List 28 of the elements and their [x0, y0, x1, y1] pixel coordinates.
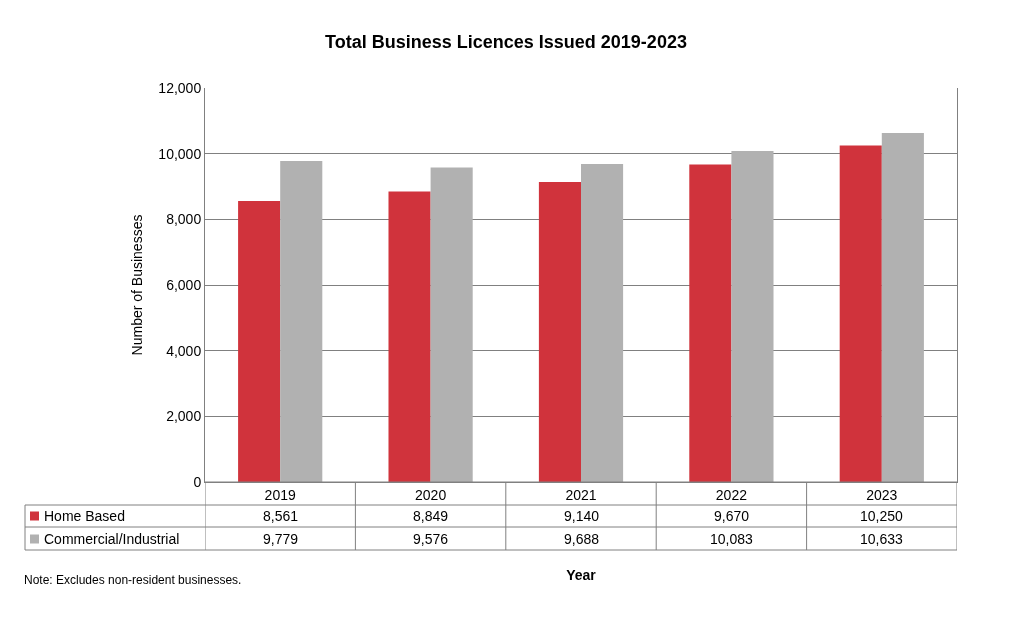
chart-title: Total Business Licences Issued 2019-2023 [325, 32, 687, 53]
y-tick-label: 12,000 [158, 79, 202, 96]
data-label: 10,083 [710, 531, 754, 547]
x-tick-label: 2023 [866, 486, 898, 503]
y-tick-label: 8,000 [166, 211, 202, 228]
y-tick-label: 6,000 [166, 276, 202, 293]
text: Note: Excludes non-resident businesses. [24, 573, 242, 587]
y-axis-title: Number of Businesses [128, 214, 145, 356]
data-label: 8,561 [263, 508, 299, 524]
y-tick-label: 0 [193, 473, 202, 490]
x-tick-label: 2019 [264, 486, 296, 503]
data-label: 8,849 [413, 508, 449, 524]
x-tick-label: 2021 [565, 486, 597, 503]
data-label: 9,140 [564, 508, 600, 524]
legend-label: Commercial/Industrial [44, 531, 180, 547]
y-tick-label: 4,000 [166, 342, 202, 359]
data-label: 10,250 [860, 508, 904, 524]
x-tick-label: 2020 [415, 486, 447, 503]
data-label: 9,576 [413, 531, 449, 547]
x-axis-title: Year [566, 567, 597, 584]
data-label: 9,688 [564, 531, 600, 547]
x-tick-label: 2022 [715, 486, 748, 503]
y-tick-label: 2,000 [166, 408, 202, 425]
y-tick-label: 10,000 [158, 145, 202, 162]
data-label: 10,633 [860, 531, 904, 547]
data-label: 9,670 [714, 508, 750, 524]
data-label: 9,779 [263, 531, 299, 547]
legend-label: Home Based [44, 508, 125, 524]
